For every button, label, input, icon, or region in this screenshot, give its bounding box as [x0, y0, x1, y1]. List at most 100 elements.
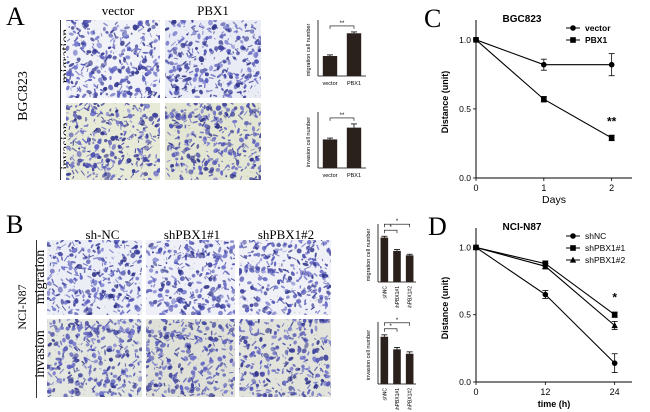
y-axis-label: Distance (unit)	[440, 71, 450, 134]
data-point-PBX1	[473, 37, 479, 43]
x-tick-label: 2	[609, 183, 614, 193]
column-label-shpbx1-1: shPBX1#1	[163, 227, 221, 242]
legend-label-shPBX1#1: shPBX1#1	[585, 243, 625, 253]
bar-chart-b-invasion: invasion cell number shNC shPBX1#1 shPBX1#2…	[366, 318, 416, 410]
micrograph-b-shnc-migration	[47, 240, 142, 315]
legend-marker	[570, 233, 576, 239]
panel-letter-c: C	[424, 4, 442, 33]
significance-bracket	[384, 223, 410, 228]
significance-label: *	[396, 318, 399, 324]
significance-label: *	[389, 225, 392, 231]
x-tick-label: shPBX1#1	[395, 388, 401, 410]
legend-label-shNC: shNC	[585, 231, 606, 241]
y-tick-label: 0.5	[459, 310, 471, 320]
bar-shPBX1#1	[393, 250, 401, 282]
y-axis-label: migration cell number	[366, 229, 372, 282]
micrograph-b-shpbx1-2-invasion	[239, 319, 331, 397]
x-tick-label: shPBX1#2	[408, 286, 414, 308]
legend-marker	[570, 245, 576, 251]
x-axis-label: time (h)	[538, 399, 571, 409]
significance-bracket	[384, 229, 398, 234]
y-tick-label: 0.5	[459, 104, 471, 114]
y-tick-label: 0.0	[459, 173, 471, 183]
micrograph-a-vector-invasion	[66, 103, 160, 180]
panel-letter-b: B	[6, 210, 24, 239]
column-label-sh-nc: sh-NC	[85, 227, 120, 242]
y-tick-label: 0.0	[459, 377, 471, 387]
micrograph-b-shpbx1-1-invasion	[146, 319, 235, 397]
y-tick-label: 1.0	[459, 35, 471, 45]
x-tick-label: shPBX1#2	[408, 388, 414, 410]
line-chart-d: 0.0 0.5 1.0 0 12 24 time (h) Distance (unit) NCI…	[440, 222, 632, 409]
row-divider-b	[36, 240, 37, 398]
bar-PBX1	[346, 127, 362, 168]
bar-chart-a-invasion: invasion cell number vector PBX1 **	[306, 112, 366, 179]
legend-marker	[570, 25, 576, 31]
micrograph-a-pbx1-migration	[165, 20, 261, 98]
bar-shPBX1#1	[393, 349, 401, 384]
panel-letter-d: D	[428, 212, 447, 241]
bar-shPBX1#2	[405, 255, 414, 282]
data-point-shPBX1#2	[472, 244, 480, 251]
bar-shNC	[380, 336, 389, 384]
x-tick-label: vector	[323, 173, 338, 179]
x-tick-label: vector	[323, 81, 338, 87]
micrograph-a-vector-migration	[66, 20, 160, 98]
bar-vector	[322, 139, 338, 168]
data-point-shPBX1#2	[611, 322, 618, 329]
column-label-vector: vector	[101, 3, 135, 18]
y-axis-label: invasion cell number	[366, 330, 372, 380]
micrograph-b-shpbx1-1-migration	[146, 240, 235, 315]
micrograph-b-shpbx1-2-migration	[239, 240, 331, 315]
legend-marker	[570, 37, 576, 43]
bar-chart-a-migration: migration cell number vector PBX1 **	[306, 20, 366, 87]
data-point-shPBX1#2	[542, 262, 549, 269]
line-chart-c: 0.0 0.5 1.0 0 1 2 Days Distance (unit) BGC823 vec…	[440, 14, 632, 206]
legend-label-PBX1: PBX1	[585, 35, 607, 45]
chart-title: BGC823	[503, 14, 542, 25]
significance-bracket	[384, 322, 410, 326]
data-point-shNC	[542, 291, 549, 298]
data-point-PBX1	[541, 96, 547, 103]
x-tick-label: shNC	[382, 388, 388, 401]
data-point-shNC	[611, 360, 618, 366]
x-tick-label: 0	[473, 387, 478, 397]
data-point-vector	[541, 61, 547, 68]
data-point-shPBX1#1	[611, 311, 618, 318]
cell-line-label-a: BGC823	[16, 71, 31, 121]
significance-label: **	[340, 113, 345, 119]
x-tick-label: 0	[473, 183, 478, 193]
x-tick-label: PBX1	[347, 81, 361, 87]
bar-shNC	[380, 237, 389, 282]
row-divider-a	[60, 20, 61, 180]
y-axis-label: Distance (unit)	[440, 277, 450, 340]
x-tick-label: 24	[610, 387, 620, 397]
significance-label: *	[389, 324, 392, 330]
x-axis-label: Days	[542, 194, 566, 206]
cell-line-label-b: NCI-N87	[15, 284, 29, 330]
bar-vector	[322, 56, 338, 76]
x-tick-label: 1	[541, 183, 546, 193]
legend-marker	[569, 256, 577, 263]
y-axis-label: invasion cell number	[306, 117, 312, 167]
bar-chart-b-migration: migration cell number shNC shPBX1#1 shPBX1#…	[366, 219, 416, 308]
bar-shPBX1#2	[405, 353, 414, 384]
significance-label: **	[607, 114, 617, 128]
data-point-PBX1	[608, 135, 615, 141]
x-tick-label: 12	[540, 387, 550, 397]
y-axis-label: migration cell number	[306, 24, 312, 77]
legend-label-vector: vector	[585, 23, 611, 33]
series-line-PBX1	[475, 39, 612, 139]
legend-label-shPBX1#2: shPBX1#2	[585, 255, 625, 265]
significance-bracket	[329, 117, 355, 121]
bar-PBX1	[346, 33, 362, 76]
micrograph-b-shnc-invasion	[47, 319, 142, 397]
column-label-pbx1: PBX1	[197, 3, 229, 18]
data-point-vector	[608, 61, 615, 68]
significance-label: *	[396, 219, 399, 225]
column-label-shpbx1-2: shPBX1#2	[257, 227, 315, 242]
chart-title: NCI-N87	[503, 222, 542, 233]
significance-bracket	[384, 328, 398, 332]
significance-label: **	[340, 21, 345, 27]
y-tick-label: 1.0	[459, 242, 471, 252]
